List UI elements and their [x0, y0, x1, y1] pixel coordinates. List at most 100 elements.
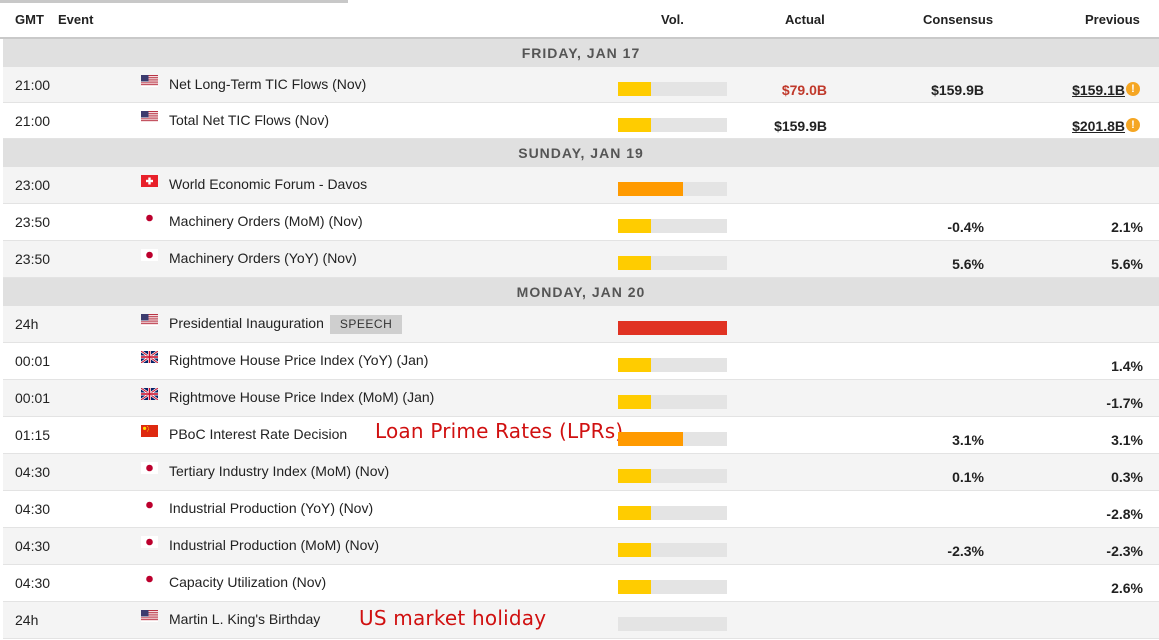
consensus-value: $159.9B — [931, 82, 984, 98]
consensus-value: 0.1% — [952, 469, 984, 485]
uk-flag-icon — [141, 388, 158, 400]
event-name[interactable]: Machinery Orders (YoY) (Nov) — [169, 250, 357, 266]
event-name-label: Industrial Production (YoY) (Nov) — [169, 500, 374, 516]
event-name[interactable]: Tertiary Industry Index (MoM) (Nov) — [169, 463, 389, 479]
event-name-label: Capacity Utilization (Nov) — [169, 574, 327, 590]
table-row[interactable]: 23:00 World Economic Forum - Davos — [3, 167, 1159, 204]
volatility-bar — [618, 82, 727, 96]
event-name[interactable]: Martin L. King's Birthday — [169, 611, 320, 627]
event-name[interactable]: Presidential Inauguration SPEECH — [169, 315, 403, 334]
table-row[interactable]: 00:01 Rightmove House Price Index (YoY) (… — [3, 343, 1159, 380]
volatility-bar — [618, 118, 727, 132]
volatility-bar-fill — [618, 321, 727, 335]
volatility-bar — [618, 543, 727, 557]
table-row[interactable]: 23:50 Machinery Orders (YoY) (Nov) 5.6% 5.6… — [3, 241, 1159, 278]
table-row[interactable]: 04:30 Tertiary Industry Index (MoM) (Nov)… — [3, 454, 1159, 491]
volatility-bar-fill — [618, 506, 651, 520]
event-time: 00:01 — [15, 390, 51, 406]
event-time: 24h — [15, 316, 39, 332]
event-time: 21:00 — [15, 113, 51, 129]
us-flag-icon — [141, 111, 158, 123]
event-name-label: Presidential Inauguration — [169, 315, 324, 332]
event-name-label: Industrial Production (MoM) (Nov) — [169, 537, 380, 553]
event-name-label: Rightmove House Price Index (MoM) (Jan) — [169, 389, 435, 405]
day-separator: FRIDAY, JAN 17 — [3, 39, 1159, 67]
economic-calendar-table: FRIDAY, JAN 17 21:00 Net Long-Term TIC Flo… — [3, 39, 1159, 639]
us-flag-icon — [141, 75, 158, 87]
consensus-value: -2.3% — [947, 543, 984, 559]
volatility-bar-fill — [618, 118, 651, 132]
table-header: GMT Event Vol. Actual Consensus Previous — [0, 3, 1159, 39]
header-event: Event — [58, 12, 94, 27]
japan-flag-icon — [141, 249, 158, 261]
japan-flag-icon — [141, 462, 158, 474]
event-name[interactable]: Net Long-Term TIC Flows (Nov) — [169, 76, 366, 92]
event-name[interactable]: PBoC Interest Rate Decision — [169, 426, 347, 442]
event-name-label: World Economic Forum - Davos — [169, 176, 368, 192]
event-name[interactable]: Machinery Orders (MoM) (Nov) — [169, 213, 363, 229]
event-name-label: PBoC Interest Rate Decision — [169, 426, 348, 442]
previous-value: -2.3% — [1106, 543, 1143, 559]
volatility-bar-fill — [618, 469, 651, 483]
event-time: 04:30 — [15, 575, 51, 591]
table-row[interactable]: 01:15 PBoC Interest Rate Decision Loan Pri… — [3, 417, 1159, 454]
volatility-bar-fill — [618, 358, 651, 372]
header-actual: Actual — [785, 12, 825, 27]
event-name[interactable]: Total Net TIC Flows (Nov) — [169, 112, 329, 128]
consensus-value: -0.4% — [947, 219, 984, 235]
event-name[interactable]: Capacity Utilization (Nov) — [169, 574, 326, 590]
switzerland-flag-icon — [141, 175, 158, 187]
volatility-bar-fill — [618, 580, 651, 594]
volatility-bar — [618, 432, 727, 446]
header-previous: Previous — [1085, 12, 1140, 27]
volatility-bar-fill — [618, 219, 651, 233]
actual-value: $159.9B — [774, 118, 827, 134]
event-name-label: Tertiary Industry Index (MoM) (Nov) — [169, 463, 390, 479]
volatility-bar-fill — [618, 543, 651, 557]
previous-value: -1.7% — [1106, 395, 1143, 411]
info-icon[interactable]: ! — [1126, 82, 1140, 96]
table-row[interactable]: 24h Presidential Inauguration SPEECH — [3, 306, 1159, 343]
table-row[interactable]: 21:00 Total Net TIC Flows (Nov) $159.9B $20… — [3, 103, 1159, 139]
table-row[interactable]: 04:30 Capacity Utilization (Nov) 2.6% — [3, 565, 1159, 602]
volatility-bar — [618, 395, 727, 409]
event-name[interactable]: Rightmove House Price Index (MoM) (Jan) — [169, 389, 434, 405]
event-name[interactable]: Rightmove House Price Index (YoY) (Jan) — [169, 352, 428, 368]
event-name-label: Machinery Orders (YoY) (Nov) — [169, 250, 357, 266]
event-name[interactable]: Industrial Production (YoY) (Nov) — [169, 500, 373, 516]
table-row[interactable]: 04:30 Industrial Production (MoM) (Nov) -2… — [3, 528, 1159, 565]
volatility-bar-fill — [618, 182, 683, 196]
consensus-value: 5.6% — [952, 256, 984, 272]
previous-value: 2.6% — [1111, 580, 1143, 596]
previous-value: 0.3% — [1111, 469, 1143, 485]
previous-value: 2.1% — [1111, 219, 1143, 235]
event-time: 04:30 — [15, 464, 51, 480]
us-flag-icon — [141, 610, 158, 622]
table-row[interactable]: 21:00 Net Long-Term TIC Flows (Nov) $79.0B… — [3, 67, 1159, 103]
event-time: 00:01 — [15, 353, 51, 369]
volatility-bar-fill — [618, 82, 651, 96]
previous-value: $201.8B — [1072, 118, 1125, 134]
volatility-bar — [618, 617, 727, 631]
volatility-bar — [618, 580, 727, 594]
volatility-bar — [618, 182, 727, 196]
event-name[interactable]: Industrial Production (MoM) (Nov) — [169, 537, 379, 553]
event-time: 24h — [15, 612, 39, 628]
header-consensus: Consensus — [923, 12, 994, 27]
uk-flag-icon — [141, 351, 158, 363]
table-row[interactable]: 23:50 Machinery Orders (MoM) (Nov) -0.4% 2.… — [3, 204, 1159, 241]
info-icon[interactable]: ! — [1126, 118, 1140, 132]
table-row[interactable]: 04:30 Industrial Production (YoY) (Nov) -2… — [3, 491, 1159, 528]
table-row[interactable]: 00:01 Rightmove House Price Index (MoM) (… — [3, 380, 1159, 417]
volatility-bar-fill — [618, 432, 683, 446]
top-tab-indicator — [0, 0, 348, 3]
previous-value: $159.1B — [1072, 82, 1125, 98]
previous-value: 1.4% — [1111, 358, 1143, 374]
event-name[interactable]: World Economic Forum - Davos — [169, 176, 367, 192]
previous-value: 3.1% — [1111, 432, 1143, 448]
table-row[interactable]: 24h Martin L. King's Birthday US market ho… — [3, 602, 1159, 639]
annotation-note: Loan Prime Rates (LPRs) — [375, 419, 624, 443]
previous-value: 5.6% — [1111, 256, 1143, 272]
actual-value: $79.0B — [781, 82, 827, 98]
event-name-label: Net Long-Term TIC Flows (Nov) — [169, 76, 367, 92]
